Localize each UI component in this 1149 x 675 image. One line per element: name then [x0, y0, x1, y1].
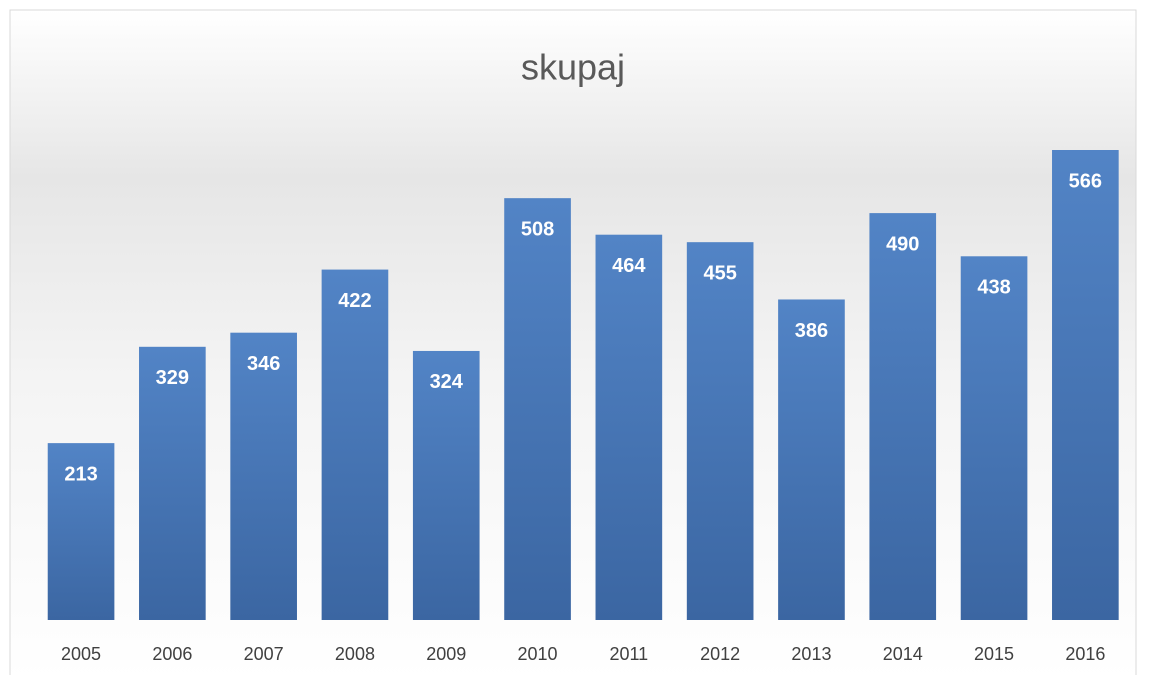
x-tick-label: 2006 [152, 644, 192, 664]
bar [504, 198, 571, 620]
x-tick-label: 2007 [244, 644, 284, 664]
x-tick-label: 2015 [974, 644, 1014, 664]
bar [230, 332, 297, 620]
data-label: 329 [156, 367, 189, 389]
bar [595, 234, 663, 620]
data-label: 455 [703, 262, 736, 284]
data-label: 213 [64, 463, 97, 485]
x-tick-label: 2013 [791, 644, 831, 664]
x-tick-label: 2010 [518, 644, 558, 664]
data-label: 324 [430, 371, 464, 393]
bar [412, 350, 480, 620]
x-tick-label: 2009 [426, 644, 466, 664]
data-label: 464 [612, 255, 646, 277]
x-tick-label: 2016 [1065, 644, 1105, 664]
x-tick-label: 2011 [609, 644, 648, 664]
bar [1052, 150, 1119, 620]
x-tick-label: 2005 [61, 644, 101, 664]
bar [686, 242, 754, 620]
bar [960, 256, 1028, 620]
x-tick-label: 2012 [700, 644, 740, 664]
x-tick-label: 2008 [335, 644, 375, 664]
bar [778, 299, 845, 620]
data-label: 386 [795, 320, 828, 342]
data-label: 438 [977, 277, 1010, 299]
chart-title: skupaj [521, 47, 625, 88]
x-tick-label: 2014 [883, 644, 923, 664]
data-label: 566 [1069, 170, 1102, 192]
data-label: 490 [886, 233, 919, 255]
data-label: 422 [338, 290, 371, 312]
bar [869, 213, 937, 620]
bar [321, 269, 389, 620]
bar [47, 443, 115, 620]
bar [139, 346, 206, 620]
data-label: 508 [521, 218, 554, 240]
data-label: 346 [247, 353, 280, 375]
